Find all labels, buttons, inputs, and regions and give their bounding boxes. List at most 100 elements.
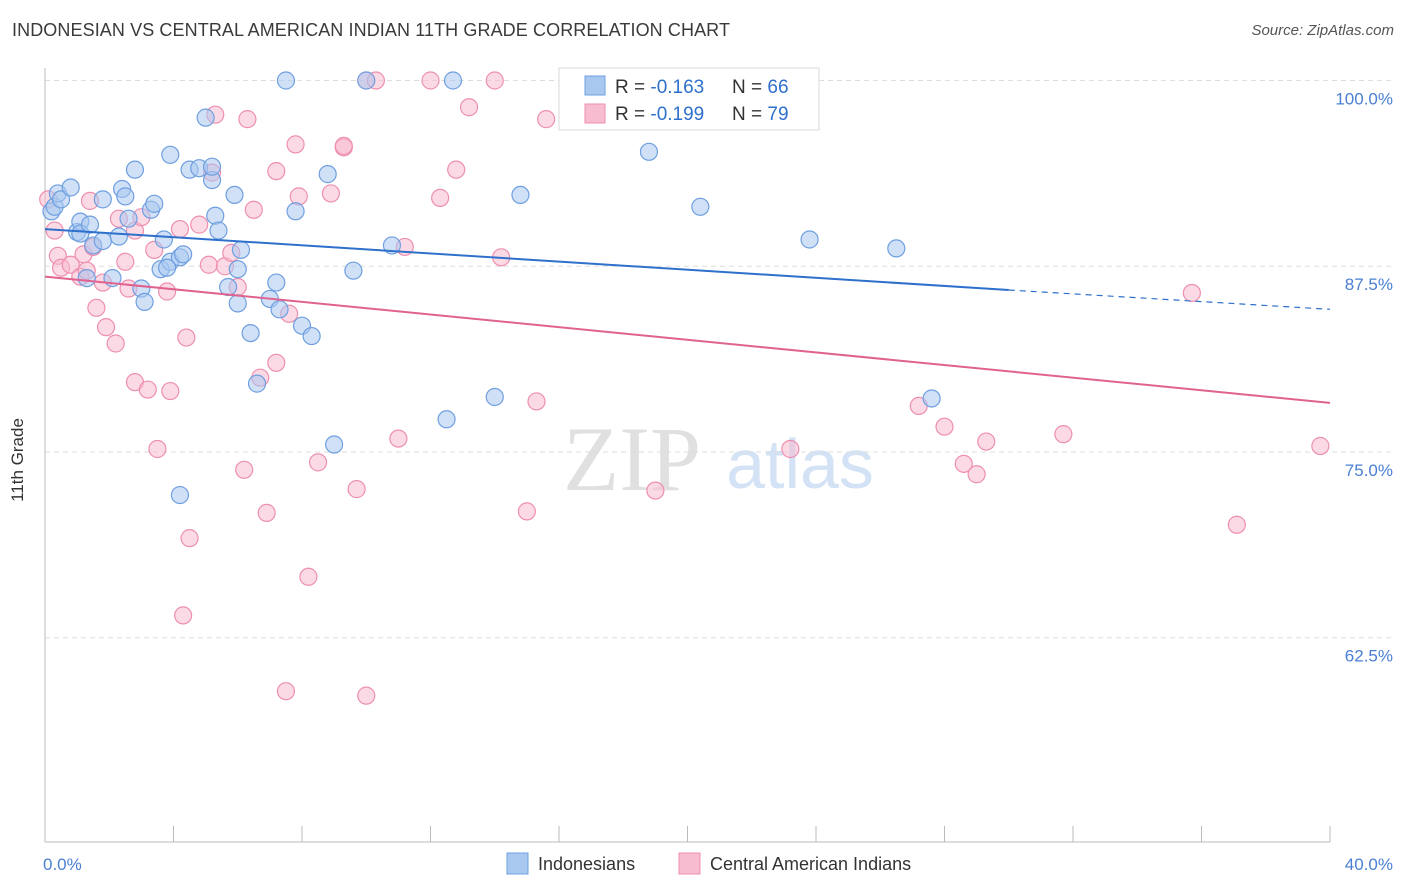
central-american-indians-point-9 [87,298,106,317]
indonesians-point-11 [93,190,112,209]
tick-labels: 62.5% 75.0% 87.5% 100.0% 0.0% 40.0% [43,90,1393,875]
legend-n-value-pink: 79 [767,104,788,125]
y-tick-label-3: 100.0% [1335,90,1393,109]
indonesians-point-64 [228,294,247,313]
central-american-indians-point-63 [935,417,954,436]
central-american-indians-point-64 [954,454,973,473]
trend-line-indonesians [44,228,1009,292]
central-american-indians-point-54 [485,71,504,90]
indonesians-point-51 [382,236,402,255]
indonesians-point-63 [157,258,177,277]
central-american-indians-point-51 [431,188,450,207]
legend-swatch-blue [584,75,606,96]
indonesians-point-21 [145,194,164,213]
central-american-indians-point-57 [527,392,546,411]
y-tick-label-1: 75.0% [1345,461,1393,480]
indonesians-point-39 [247,374,267,393]
central-american-indians-point-67 [1054,425,1073,444]
central-american-indians-point-25 [190,215,209,234]
indonesians-point-50 [357,71,376,90]
indonesians-point-15 [116,187,135,206]
legend-swatch-central-american-indians [678,852,701,875]
central-american-indians-point-50 [421,71,440,90]
indonesians-point-36 [231,240,251,259]
central-american-indians-point-56 [517,502,536,521]
indonesians-point-53 [443,71,463,90]
indonesians-point-13 [109,227,128,246]
indonesians-point-52 [437,410,456,429]
legend-n-pink: N = 79 [732,104,789,125]
indonesians-point-37 [219,277,238,297]
central-american-indians-point-11 [96,318,116,337]
central-american-indians-point-37 [267,162,286,181]
central-american-indians-point-21 [161,381,180,401]
indonesians-point-38 [241,323,260,343]
watermark-zip: ZIP [563,408,701,510]
central-american-indians-point-72 [276,682,296,701]
central-american-indians-point-39 [286,135,305,154]
central-american-indians-point-43 [321,184,341,203]
indonesians-point-55 [511,185,530,205]
indonesians-point-34 [225,185,244,205]
indonesians-point-33 [209,221,228,240]
indonesians-point-16 [119,209,138,228]
central-american-indians-point-40 [289,187,308,206]
indonesians-point-44 [286,202,305,221]
indonesians-point-56 [639,142,659,161]
central-american-indians-point-74 [238,110,257,129]
indonesians-point-57 [691,197,710,216]
watermark: ZIP atlas [563,408,874,510]
trend-line-central-american-indians [44,275,1331,404]
central-american-indians-point-41 [299,567,318,586]
central-american-indians-point-36 [267,353,286,372]
indonesians-point-54 [485,387,504,407]
central-american-indians-point-45 [347,480,366,499]
central-american-indians-point-68 [1182,283,1201,303]
central-american-indians-point-59 [646,481,665,500]
central-american-indians-point-58 [537,110,556,129]
central-american-indians-point-33 [244,200,263,219]
indonesians-point-42 [270,300,289,319]
x-tick-label-0: 0.0% [43,855,82,874]
gridlines [45,80,1395,639]
legend-r-value-pink: -0.199 [650,104,704,125]
indonesians-point-47 [318,165,337,184]
central-american-indians-point-17 [138,380,157,399]
indonesians-point-58 [800,230,819,249]
indonesians-point-46 [302,326,321,346]
central-american-indians-point-61 [781,439,800,459]
indonesians-point-23 [154,230,173,249]
y-tick-label-2: 87.5% [1345,275,1393,294]
central-american-indians-point-20 [157,282,177,301]
indonesians-point-17 [125,160,145,179]
legend-n-value-blue: 66 [767,77,788,98]
legend-label-central-american-indians: Central American Indians [710,854,911,874]
legend-swatch-indonesians [506,852,529,875]
indonesians-point-3 [51,190,71,209]
indonesians-point-32 [206,206,225,225]
indonesians-point-62 [202,157,222,176]
legend-r-value-blue: -0.163 [650,77,704,98]
indonesians-point-41 [267,273,286,292]
central-american-indians-point-14 [116,252,135,271]
central-american-indians-point-26 [199,255,218,274]
central-american-indians-point-70 [1311,436,1330,456]
y-tick-label-0: 62.5% [1345,647,1393,666]
series-legend: Indonesians Central American Indians [506,852,911,875]
indonesians-point-35 [228,260,247,279]
central-american-indians-point-35 [257,503,276,522]
indonesians-point-59 [887,239,906,258]
legend-row-pink: R = -0.199 [615,104,704,125]
indonesians-point-43 [276,71,296,90]
indonesians-point-49 [344,261,363,280]
legend-n-label-blue: N = [732,77,767,98]
trend-lines [44,228,1331,404]
legend-r-label-pink: R = [615,104,650,125]
indonesians-point-25 [161,145,180,164]
central-american-indians-point-4 [61,255,80,274]
legend-swatch-pink [584,103,606,124]
axes [44,68,1331,843]
source-label: Source: ZipAtlas.com [1251,22,1394,39]
central-american-indians-point-53 [459,98,479,117]
